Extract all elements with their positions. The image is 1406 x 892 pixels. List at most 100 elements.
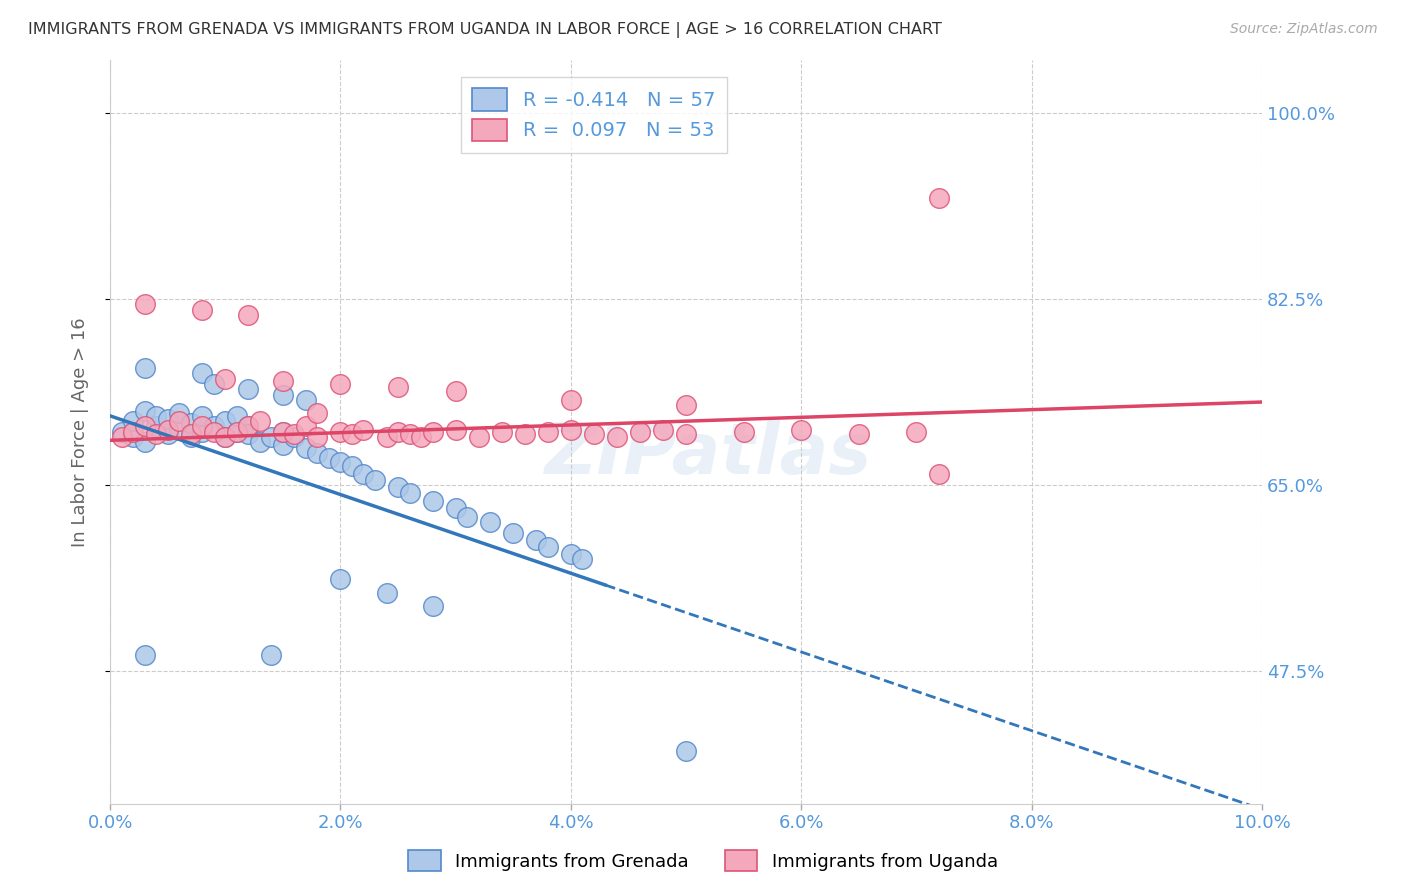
Point: [271, 374, 294, 388]
Point: [340, 458, 363, 473]
Point: [295, 419, 318, 434]
Text: Source: ZipAtlas.com: Source: ZipAtlas.com: [1230, 22, 1378, 37]
Point: [191, 425, 214, 439]
Point: [422, 599, 444, 614]
Point: [329, 572, 352, 586]
Point: [271, 425, 294, 439]
Point: [283, 430, 305, 444]
Point: [571, 552, 593, 566]
Point: [225, 425, 247, 439]
Point: [790, 423, 813, 437]
Point: [513, 426, 536, 441]
Point: [167, 406, 190, 420]
Point: [444, 501, 467, 516]
Point: [191, 409, 214, 423]
Point: [202, 425, 225, 439]
Point: [214, 371, 236, 385]
Legend: Immigrants from Grenada, Immigrants from Uganda: Immigrants from Grenada, Immigrants from…: [401, 843, 1005, 879]
Point: [214, 430, 236, 444]
Point: [353, 467, 375, 482]
Point: [180, 430, 202, 444]
Point: [156, 412, 179, 426]
Point: [422, 494, 444, 508]
Point: [271, 425, 294, 439]
Point: [134, 435, 156, 450]
Point: [329, 376, 352, 391]
Point: [491, 425, 513, 439]
Point: [340, 426, 363, 441]
Point: [444, 423, 467, 437]
Point: [271, 387, 294, 401]
Point: [628, 425, 651, 439]
Point: [353, 423, 375, 437]
Point: [238, 419, 260, 434]
Point: [191, 302, 214, 317]
Point: [375, 586, 398, 600]
Point: [122, 430, 145, 444]
Point: [318, 451, 340, 466]
Point: [134, 403, 156, 417]
Point: [134, 297, 156, 311]
Point: [214, 430, 236, 444]
Point: [180, 426, 202, 441]
Point: [122, 425, 145, 439]
Point: [295, 392, 318, 407]
Point: [537, 425, 560, 439]
Point: [733, 425, 755, 439]
Point: [295, 441, 318, 455]
Point: [329, 454, 352, 468]
Point: [387, 480, 409, 494]
Point: [145, 419, 167, 434]
Point: [225, 425, 247, 439]
Point: [537, 540, 560, 554]
Point: [560, 392, 582, 407]
Point: [675, 744, 697, 758]
Point: [134, 361, 156, 376]
Point: [134, 419, 156, 434]
Point: [191, 367, 214, 381]
Point: [398, 486, 420, 500]
Point: [560, 423, 582, 437]
Y-axis label: In Labor Force | Age > 16: In Labor Force | Age > 16: [72, 317, 89, 547]
Point: [675, 426, 697, 441]
Point: [307, 430, 329, 444]
Point: [848, 426, 870, 441]
Point: [502, 525, 524, 540]
Point: [479, 515, 502, 529]
Point: [238, 419, 260, 434]
Point: [156, 426, 179, 441]
Point: [444, 384, 467, 399]
Point: [652, 423, 675, 437]
Point: [167, 423, 190, 437]
Point: [928, 191, 950, 205]
Point: [249, 414, 271, 428]
Point: [191, 419, 214, 434]
Point: [214, 414, 236, 428]
Point: [202, 376, 225, 391]
Point: [329, 425, 352, 439]
Point: [145, 426, 167, 441]
Point: [110, 425, 132, 439]
Point: [675, 398, 697, 412]
Point: [145, 409, 167, 423]
Point: [409, 430, 432, 444]
Point: [560, 547, 582, 561]
Point: [422, 425, 444, 439]
Point: [180, 417, 202, 431]
Point: [238, 382, 260, 396]
Point: [283, 426, 305, 441]
Point: [202, 419, 225, 434]
Point: [225, 409, 247, 423]
Point: [110, 430, 132, 444]
Point: [134, 648, 156, 662]
Point: [582, 426, 605, 441]
Legend: R = -0.414   N = 57, R =  0.097   N = 53: R = -0.414 N = 57, R = 0.097 N = 53: [461, 77, 727, 153]
Point: [238, 308, 260, 322]
Point: [928, 467, 950, 482]
Point: [456, 509, 478, 524]
Point: [398, 426, 420, 441]
Point: [364, 473, 387, 487]
Point: [156, 423, 179, 437]
Point: [387, 425, 409, 439]
Point: [606, 430, 628, 444]
